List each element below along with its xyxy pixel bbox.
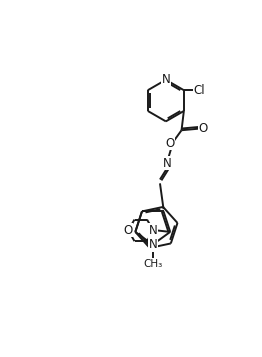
- Text: O: O: [124, 224, 133, 237]
- Text: N: N: [163, 157, 172, 170]
- Text: O: O: [165, 137, 174, 150]
- Text: CH₃: CH₃: [143, 259, 162, 269]
- Text: Cl: Cl: [193, 84, 205, 97]
- Text: N: N: [149, 224, 158, 237]
- Text: N: N: [161, 73, 170, 86]
- Text: O: O: [199, 122, 208, 135]
- Text: N: N: [149, 224, 158, 237]
- Text: N: N: [148, 238, 157, 251]
